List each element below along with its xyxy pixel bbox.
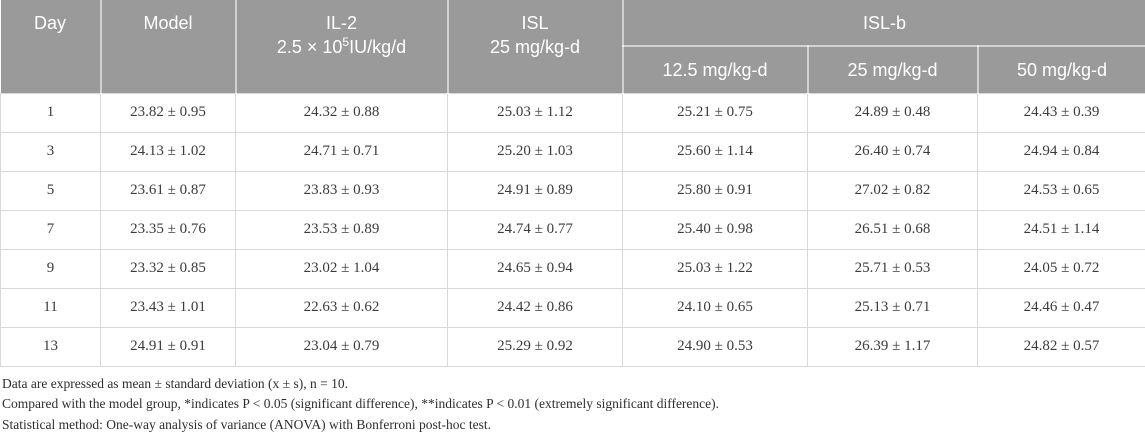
day-cell: 13 (1, 327, 101, 366)
data-cell: 24.90 ± 0.53 (623, 327, 808, 366)
data-cell: 25.40 ± 0.98 (623, 210, 808, 249)
day-cell: 1 (1, 93, 101, 132)
day-cell: 7 (1, 210, 101, 249)
data-cell: 24.91 ± 0.91 (101, 327, 236, 366)
day-cell: 5 (1, 171, 101, 210)
table-body: 1 23.82 ± 0.95 24.32 ± 0.88 25.03 ± 1.12… (1, 93, 1145, 366)
data-cell: 25.21 ± 0.75 (623, 93, 808, 132)
data-cell: 23.82 ± 0.95 (101, 93, 236, 132)
data-cell: 23.53 ± 0.89 (236, 210, 448, 249)
data-cell: 24.46 ± 0.47 (978, 288, 1145, 327)
data-cell: 25.03 ± 1.22 (623, 249, 808, 288)
data-cell: 23.83 ± 0.93 (236, 171, 448, 210)
day-cell: 3 (1, 132, 101, 171)
data-cell: 26.39 ± 1.17 (808, 327, 978, 366)
il2-dose-prefix: 2.5 × 10 (277, 37, 343, 57)
header-cell-il2: IL-2 2.5 × 105IU/kg/d (236, 0, 448, 93)
data-cell: 22.63 ± 0.62 (236, 288, 448, 327)
data-cell: 24.94 ± 0.84 (978, 132, 1145, 171)
data-cell: 24.42 ± 0.86 (448, 288, 623, 327)
data-cell: 27.02 ± 0.82 (808, 171, 978, 210)
data-cell: 24.53 ± 0.65 (978, 171, 1145, 210)
data-cell: 24.13 ± 1.02 (101, 132, 236, 171)
table-header: Day Model IL-2 2.5 × 105IU/kg/d ISL 25 m… (1, 0, 1145, 93)
data-cell: 24.65 ± 0.94 (448, 249, 623, 288)
table-row: 13 24.91 ± 0.91 23.04 ± 0.79 25.29 ± 0.9… (1, 327, 1145, 366)
header-cell-model: Model (101, 0, 236, 93)
data-cell: 25.71 ± 0.53 (808, 249, 978, 288)
data-cell: 26.51 ± 0.68 (808, 210, 978, 249)
data-cell: 24.71 ± 0.71 (236, 132, 448, 171)
data-cell: 24.51 ± 1.14 (978, 210, 1145, 249)
data-cell: 24.89 ± 0.48 (808, 93, 978, 132)
table-footnotes: Data are expressed as mean ± standard de… (0, 374, 1145, 435)
data-cell: 24.32 ± 0.88 (236, 93, 448, 132)
footnote-line: Compared with the model group, *indicate… (2, 394, 1145, 415)
data-cell: 23.35 ± 0.76 (101, 210, 236, 249)
results-table: Day Model IL-2 2.5 × 105IU/kg/d ISL 25 m… (0, 0, 1145, 367)
data-cell: 25.20 ± 1.03 (448, 132, 623, 171)
header-cell-islb-50: 50 mg/kg-d (978, 46, 1145, 93)
footnote-line: Data are expressed as mean ± standard de… (2, 374, 1145, 395)
data-cell: 25.29 ± 0.92 (448, 327, 623, 366)
table-row: 1 23.82 ± 0.95 24.32 ± 0.88 25.03 ± 1.12… (1, 93, 1145, 132)
table-row: 9 23.32 ± 0.85 23.02 ± 1.04 24.65 ± 0.94… (1, 249, 1145, 288)
header-cell-islb-25: 25 mg/kg-d (808, 46, 978, 93)
data-cell: 25.03 ± 1.12 (448, 93, 623, 132)
data-cell: 25.80 ± 0.91 (623, 171, 808, 210)
isl-name: ISL (521, 13, 548, 33)
data-cell: 23.02 ± 1.04 (236, 249, 448, 288)
day-cell: 9 (1, 249, 101, 288)
data-cell: 23.04 ± 0.79 (236, 327, 448, 366)
data-cell: 24.43 ± 0.39 (978, 93, 1145, 132)
header-cell-isl: ISL 25 mg/kg-d (448, 0, 623, 93)
data-cell: 25.60 ± 1.14 (623, 132, 808, 171)
table-row: 3 24.13 ± 1.02 24.71 ± 0.71 25.20 ± 1.03… (1, 132, 1145, 171)
data-cell: 23.32 ± 0.85 (101, 249, 236, 288)
data-cell: 26.40 ± 0.74 (808, 132, 978, 171)
il2-name: IL-2 (326, 13, 357, 33)
data-cell: 24.10 ± 0.65 (623, 288, 808, 327)
table-row: 5 23.61 ± 0.87 23.83 ± 0.93 24.91 ± 0.89… (1, 171, 1145, 210)
data-cell: 24.82 ± 0.57 (978, 327, 1145, 366)
data-cell: 23.43 ± 1.01 (101, 288, 236, 327)
data-cell: 24.05 ± 0.72 (978, 249, 1145, 288)
header-cell-islb-12-5: 12.5 mg/kg-d (623, 46, 808, 93)
data-cell: 25.13 ± 0.71 (808, 288, 978, 327)
header-cell-islb-group: ISL-b (623, 0, 1145, 46)
data-cell: 24.91 ± 0.89 (448, 171, 623, 210)
data-cell: 23.61 ± 0.87 (101, 171, 236, 210)
footnote-line: Statistical method: One-way analysis of … (2, 415, 1145, 435)
il2-dose-suffix: IU/kg/d (349, 37, 406, 57)
day-cell: 11 (1, 288, 101, 327)
isl-dose: 25 mg/kg-d (490, 37, 580, 57)
table-row: 7 23.35 ± 0.76 23.53 ± 0.89 24.74 ± 0.77… (1, 210, 1145, 249)
table-row: 11 23.43 ± 1.01 22.63 ± 0.62 24.42 ± 0.8… (1, 288, 1145, 327)
header-cell-day: Day (1, 0, 101, 93)
data-cell: 24.74 ± 0.77 (448, 210, 623, 249)
